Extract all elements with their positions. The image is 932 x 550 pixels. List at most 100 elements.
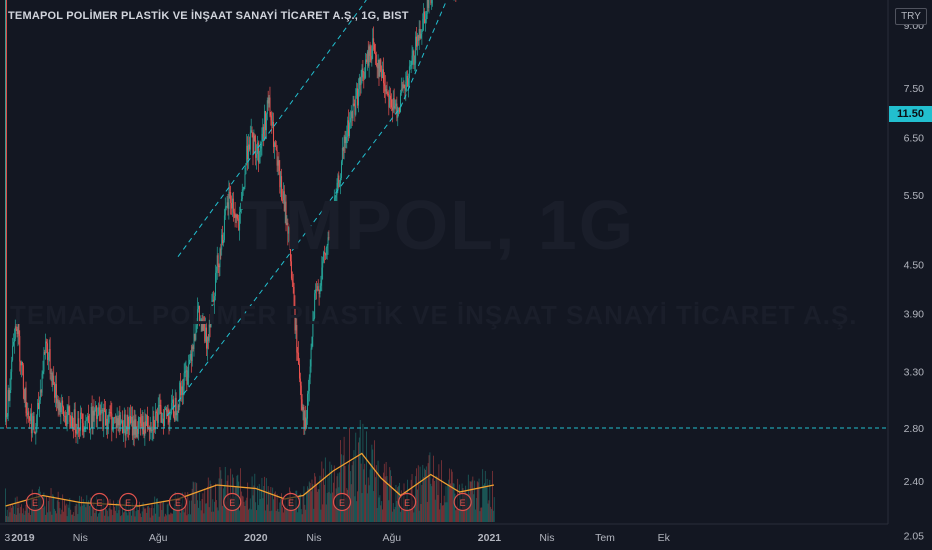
candle-body	[206, 337, 208, 349]
candle-body	[296, 324, 298, 353]
candle-body	[282, 199, 283, 201]
volume-bar	[395, 485, 397, 522]
candle-body	[71, 416, 73, 427]
volume-bar	[257, 486, 258, 522]
candle-body	[21, 361, 23, 366]
volume-bar	[187, 492, 189, 522]
candle-body	[320, 280, 322, 286]
candle-body	[328, 237, 330, 239]
candle-body	[20, 361, 22, 366]
candle-body	[332, 214, 334, 225]
volume-bar	[197, 500, 199, 522]
candle-body	[80, 412, 82, 414]
volume-bar	[215, 483, 216, 522]
candle-body	[164, 409, 166, 426]
volume-bar	[104, 515, 106, 522]
candle-body	[357, 88, 359, 106]
volume-bar	[131, 515, 132, 522]
candle-body	[183, 373, 185, 386]
candle-body	[313, 318, 315, 323]
volume-bar	[164, 516, 165, 522]
candle-body	[426, 0, 428, 15]
candle-body	[421, 31, 423, 34]
volume-bar	[492, 470, 493, 522]
candle-body	[341, 147, 343, 162]
candle-body	[126, 414, 128, 431]
volume-bar	[188, 514, 190, 522]
candle-body	[82, 423, 84, 432]
candle-body	[45, 341, 47, 354]
candle-body	[5, 0, 7, 418]
candle-body	[415, 36, 417, 64]
volume-bar	[113, 500, 115, 522]
candle-body	[274, 142, 276, 147]
volume-bar	[162, 502, 164, 522]
candle-body	[114, 416, 116, 418]
volume-bar	[26, 501, 28, 522]
volume-bar	[294, 499, 296, 522]
volume-bar	[17, 508, 19, 522]
candle-body	[5, 0, 6, 422]
candle-body	[293, 286, 295, 307]
volume-bar	[447, 484, 449, 522]
volume-bar	[441, 505, 443, 522]
candle-body	[322, 261, 324, 268]
volume-bar	[103, 498, 105, 522]
volume-bar	[224, 466, 226, 522]
candle-body	[191, 346, 193, 362]
time-axis-tick: 2020	[244, 532, 268, 544]
candle-body	[181, 386, 183, 395]
candle-body	[382, 69, 384, 78]
candle-body	[172, 399, 174, 404]
candle-body	[188, 364, 190, 378]
candle-body	[361, 68, 363, 78]
candle-body	[15, 326, 17, 330]
candle-body	[368, 46, 370, 66]
volume-bar	[82, 499, 84, 522]
candle-body	[295, 324, 297, 331]
volume-bar	[63, 499, 65, 522]
candle-body	[419, 29, 421, 39]
currency-button[interactable]: TRY	[895, 8, 927, 25]
volume-bar	[391, 475, 392, 522]
volume-bar	[155, 513, 157, 522]
candle-body	[210, 314, 212, 328]
candle-body	[344, 136, 346, 144]
volume-bar	[163, 500, 165, 522]
volume-bar	[12, 504, 14, 522]
volume-bar	[492, 510, 494, 522]
volume-bar	[146, 512, 148, 522]
candle-body	[70, 421, 72, 427]
volume-bar	[269, 511, 271, 522]
volume-bar	[124, 500, 126, 522]
volume-bar	[8, 506, 10, 522]
volume-bar	[139, 513, 141, 522]
price-axis-tick: 2.40	[904, 476, 925, 488]
candle-body	[401, 88, 403, 90]
volume-bar	[72, 514, 73, 522]
volume-bar	[372, 449, 374, 522]
candle-body	[125, 430, 127, 436]
candle-body	[381, 71, 383, 78]
candle-body	[134, 419, 136, 435]
volume-bar	[378, 497, 380, 522]
volume-bar	[484, 470, 486, 522]
candle-body	[409, 65, 411, 67]
candle-body	[29, 416, 31, 421]
candle-body	[160, 405, 162, 423]
volume-bar	[286, 505, 288, 522]
volume-bar	[422, 464, 424, 522]
candle-body	[394, 106, 396, 109]
volume-bar	[416, 489, 418, 522]
volume-bar	[374, 477, 376, 522]
candle-body	[124, 414, 126, 436]
candle-body	[127, 414, 129, 426]
volume-bar	[58, 501, 60, 522]
volume-bar	[79, 495, 81, 522]
candle-body	[270, 115, 272, 121]
volume-bar	[379, 495, 381, 522]
volume-bar	[13, 506, 14, 522]
volume-bar	[476, 481, 478, 522]
candle-body	[292, 282, 294, 287]
